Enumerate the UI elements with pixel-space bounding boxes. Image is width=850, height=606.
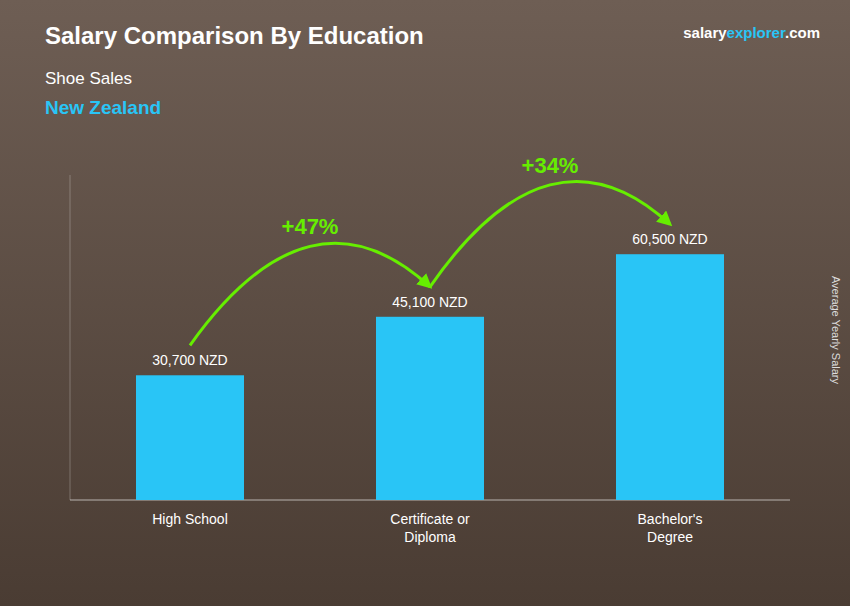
value-label: 60,500 NZD [632, 231, 707, 247]
brand: salaryexplorer.com [683, 24, 820, 41]
category-label: Bachelor'sDegree [638, 511, 703, 545]
bar [616, 254, 724, 500]
value-label: 45,100 NZD [392, 294, 467, 310]
subtitle: New Zealand [45, 97, 161, 118]
brand-part: salary [683, 24, 727, 41]
background [0, 0, 850, 606]
change-label: +47% [282, 214, 339, 239]
change-arrow [430, 181, 670, 286]
bars [136, 254, 724, 500]
title: Salary Comparison By Education [45, 22, 424, 49]
change-arrow [190, 243, 430, 345]
category-label: Certificate orDiploma [390, 511, 470, 545]
y-axis-line [70, 175, 71, 500]
category-label: High School [152, 511, 228, 527]
value-label: 30,700 NZD [152, 352, 227, 368]
subtitle: Shoe Sales [45, 69, 132, 88]
chart-svg: Salary Comparison By Education Shoe Sales… [0, 0, 850, 606]
bar [376, 317, 484, 500]
brand-part: .com [785, 24, 820, 41]
y-label: Average Yearly Salary [830, 276, 842, 385]
bar [136, 375, 244, 500]
change-label: +34% [522, 153, 579, 178]
chart-container: Salary Comparison By Education Shoe Sales… [0, 0, 850, 606]
brand-part: explorer [727, 24, 786, 41]
